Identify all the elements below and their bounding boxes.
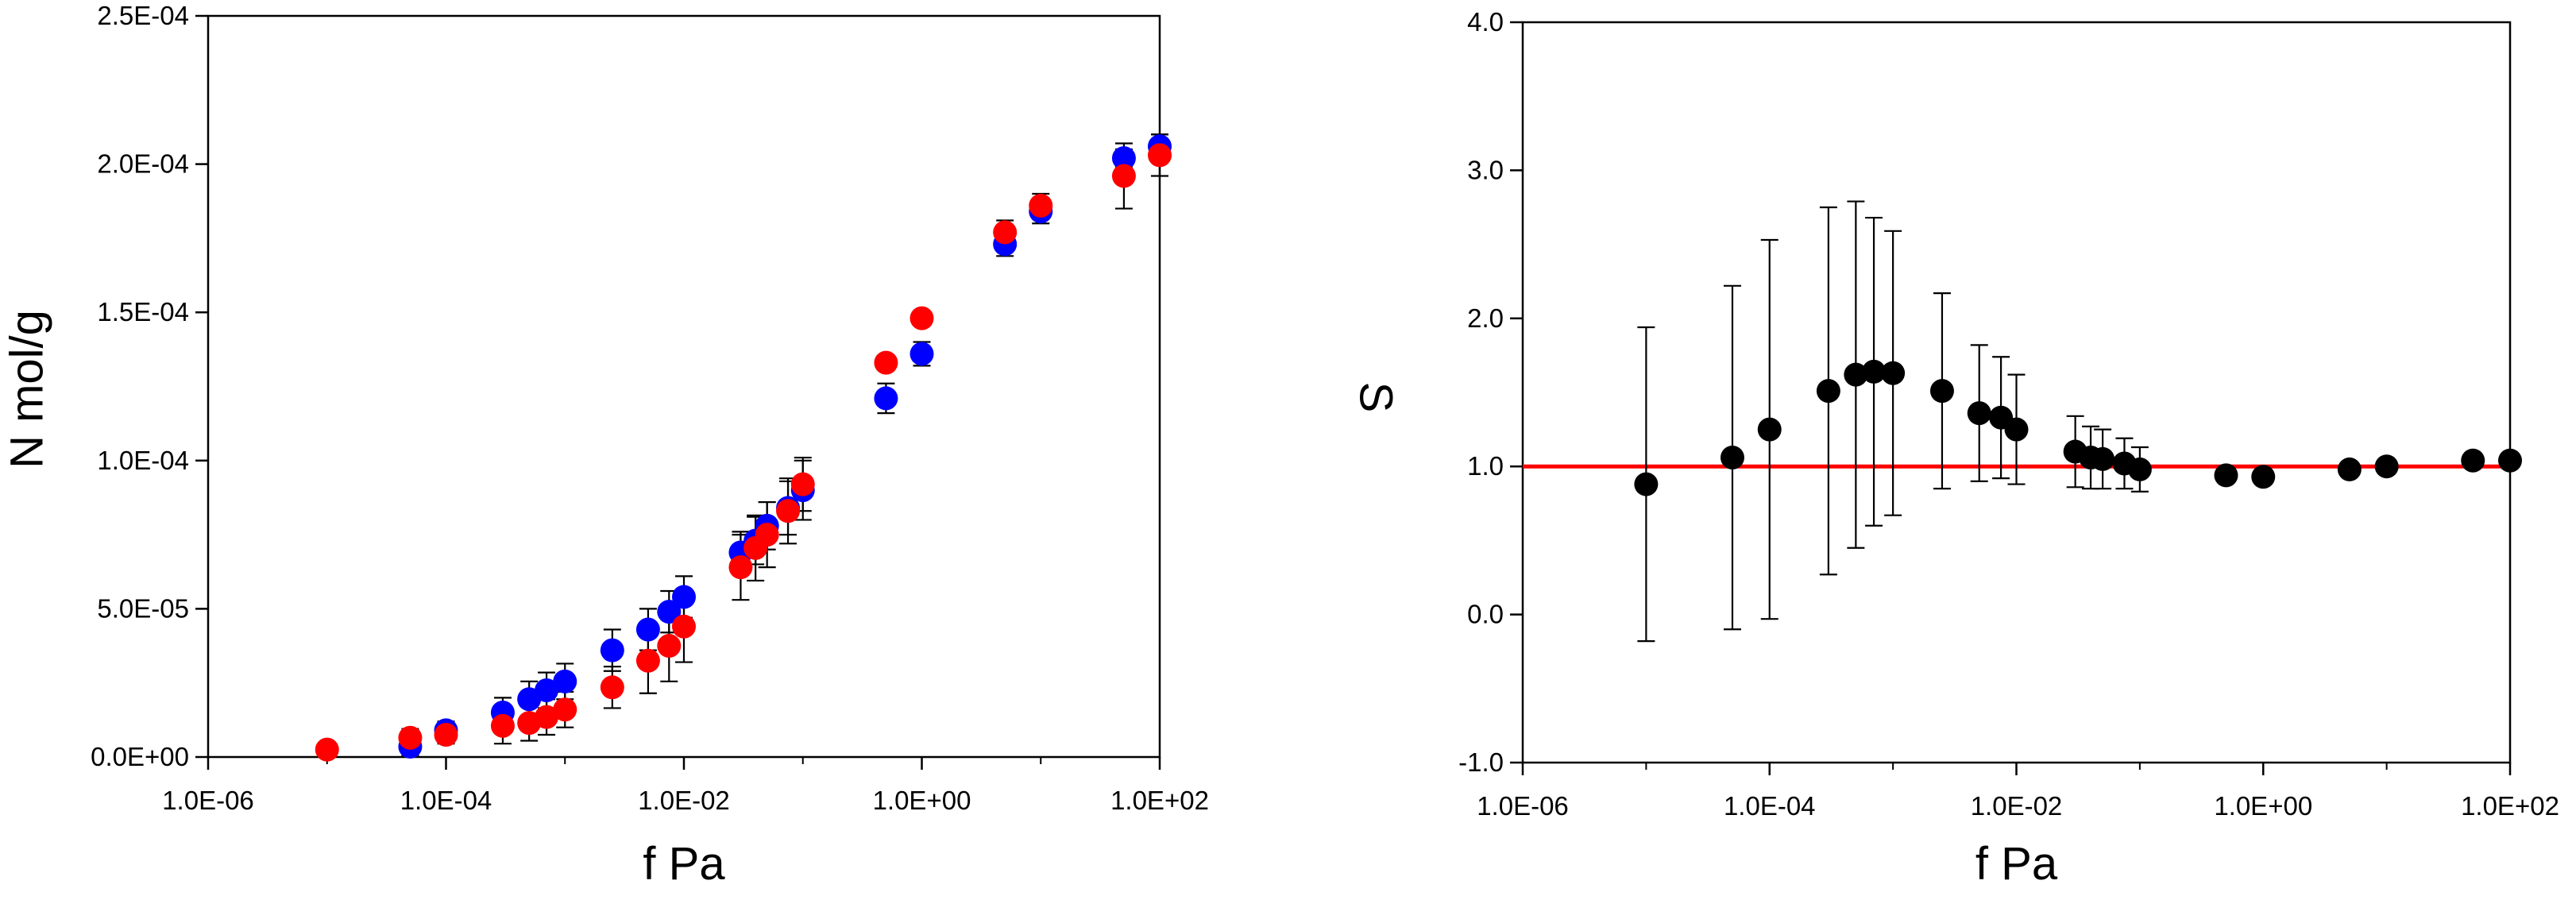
data-point xyxy=(2461,448,2485,473)
y-tick-label: 2.5E-04 xyxy=(97,1,189,30)
data-point xyxy=(1111,164,1136,188)
data-point xyxy=(535,705,559,729)
data-point xyxy=(553,697,577,722)
data-point xyxy=(2374,454,2399,479)
data-point xyxy=(1111,146,1136,171)
x-tick-label: 1.0E-02 xyxy=(1971,791,2063,821)
data-point xyxy=(535,678,559,703)
data-point xyxy=(398,725,423,750)
data-point xyxy=(490,713,515,738)
data-point xyxy=(635,617,660,642)
data-point xyxy=(2498,448,2522,473)
series-0-markers xyxy=(1634,359,2522,496)
x-tick-label: 1.0E-02 xyxy=(638,786,730,815)
x-tick-label: 1.0E+02 xyxy=(2461,791,2559,821)
data-point xyxy=(755,523,779,547)
y-tick-label: 3.0 xyxy=(1467,155,1504,184)
x-tick-label: 1.0E+00 xyxy=(873,786,971,815)
x-axis-label: f Pa xyxy=(1975,838,2058,890)
series-1 xyxy=(401,133,1168,748)
data-point xyxy=(2091,446,2115,471)
chart-adsorption-isotherm: 1.0E-06 1.0E-04 1.0E-02 1.0E+00 1.0E+02 0.0E+… xyxy=(2,1,1209,890)
data-point xyxy=(1881,361,1906,385)
series-0-markers xyxy=(398,134,1172,759)
data-point xyxy=(1929,379,1954,404)
y-tick-label: 1.5E-04 xyxy=(97,297,189,326)
x-tick-label: 1.0E-04 xyxy=(400,786,492,815)
x-axis-label: f Pa xyxy=(643,838,725,890)
data-point xyxy=(315,737,339,762)
data-point xyxy=(776,499,801,523)
y-tick-label: 1.0E-04 xyxy=(97,446,189,475)
data-point xyxy=(1844,362,1868,387)
data-point xyxy=(1757,417,1782,442)
data-point xyxy=(672,614,696,639)
data-point xyxy=(1148,143,1172,168)
data-point xyxy=(600,675,624,700)
data-point xyxy=(1862,359,1887,384)
data-point xyxy=(874,386,898,411)
data-point xyxy=(993,220,1018,245)
data-point xyxy=(2004,417,2029,442)
x-tick-label: 1.0E-04 xyxy=(1724,791,1816,821)
y-tick-label: 2.0 xyxy=(1467,303,1504,333)
y-tick-label: 1.0 xyxy=(1467,451,1504,481)
data-point xyxy=(434,723,458,747)
series-0 xyxy=(401,133,1168,757)
x-tick-label: 1.0E+02 xyxy=(1110,786,1209,815)
x-tick-label: 1.0E-06 xyxy=(1477,791,1569,821)
data-point xyxy=(910,342,934,366)
y-tick-label: 2.0E-04 xyxy=(97,149,189,179)
x-tick-label: 1.0E+00 xyxy=(2214,791,2312,821)
y-axis-label: S xyxy=(1350,382,1402,413)
data-point xyxy=(672,585,696,609)
data-point xyxy=(600,638,624,662)
data-point xyxy=(1967,401,1991,426)
data-point xyxy=(728,555,753,580)
x-tick-label: 1.0E-06 xyxy=(162,786,254,815)
data-point xyxy=(790,472,815,496)
data-point xyxy=(2127,457,2152,481)
data-point xyxy=(657,600,682,624)
data-point xyxy=(874,350,898,375)
data-point xyxy=(1029,193,1053,218)
y-tick-label: -1.0 xyxy=(1458,747,1504,777)
data-point xyxy=(657,634,682,659)
data-point xyxy=(1634,472,1659,496)
data-point xyxy=(1816,379,1840,404)
y-axis-label: N mol/g xyxy=(2,310,53,469)
y-tick-label: 5.0E-05 xyxy=(97,593,189,623)
data-point xyxy=(2337,457,2362,481)
y-tick-label: 0.0E+00 xyxy=(91,742,189,771)
y-tick-label: 4.0 xyxy=(1467,7,1504,37)
y-tick-label: 0.0 xyxy=(1467,600,1504,629)
data-point xyxy=(1720,446,1744,470)
data-point xyxy=(2214,463,2238,488)
data-point xyxy=(553,669,577,693)
data-point xyxy=(635,648,660,673)
series-1-markers xyxy=(315,143,1172,762)
data-point xyxy=(2251,465,2276,489)
data-point xyxy=(910,306,934,330)
chart-selectivity: 1.0E-06 1.0E-04 1.0E-02 1.0E+00 1.0E+02 -1.0 0… xyxy=(1350,7,2559,890)
